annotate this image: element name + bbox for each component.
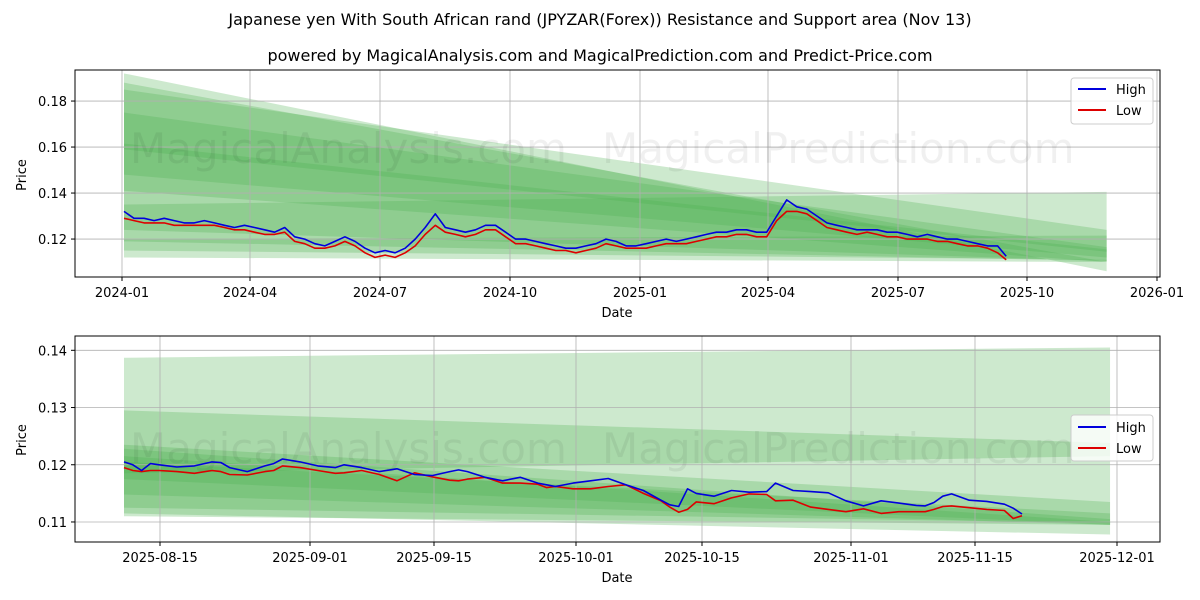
x-tick-label: 2025-01 bbox=[613, 286, 667, 301]
bottom-gridlines bbox=[75, 336, 1160, 542]
x-tick-label: 2025-10-01 bbox=[538, 551, 614, 566]
band-2 bbox=[124, 89, 1107, 261]
y-tick-label: 0.18 bbox=[38, 95, 67, 110]
bottom-legend-high-label: High bbox=[1116, 421, 1146, 436]
bottom-x-axis-ticks: 2025-08-15 2025-09-01 2025-09-15 2025-10-01… bbox=[122, 542, 1155, 566]
top-y-axis-ticks: 0.12 0.14 0.16 0.18 bbox=[38, 95, 75, 248]
x-tick-label: 2025-07 bbox=[871, 286, 925, 301]
low-series-line bbox=[123, 465, 1023, 520]
chart-title: Japanese yen With South African rand (JP… bbox=[228, 10, 972, 29]
x-tick-label: 2024-01 bbox=[95, 286, 149, 301]
top-x-axis-label: Date bbox=[601, 306, 632, 321]
top-resistance-support-bands bbox=[124, 73, 1107, 272]
top-legend-low-label: Low bbox=[1116, 104, 1142, 119]
top-plot-frame bbox=[74, 69, 1161, 278]
bottom-price-lines bbox=[123, 458, 1023, 520]
y-tick-label: 0.13 bbox=[38, 402, 67, 417]
x-tick-label: 2025-09-01 bbox=[272, 551, 348, 566]
x-tick-label: 2025-10-15 bbox=[664, 551, 740, 566]
x-tick-label: 2025-08-15 bbox=[122, 551, 198, 566]
chart-subtitle: powered by MagicalAnalysis.com and Magic… bbox=[267, 46, 933, 65]
x-tick-label: 2025-12-01 bbox=[1079, 551, 1155, 566]
high-series-line bbox=[123, 199, 1007, 257]
top-legend: High Low bbox=[1070, 77, 1154, 125]
y-tick-label: 0.12 bbox=[38, 459, 67, 474]
top-y-axis-label: Price bbox=[15, 159, 30, 191]
y-tick-label: 0.14 bbox=[38, 187, 67, 202]
top-chart: MagicalAnalysis.com MagicalPrediction.co… bbox=[15, 69, 1184, 321]
x-tick-label: 2025-10 bbox=[1000, 286, 1054, 301]
bottom-legend: High Low bbox=[1070, 414, 1154, 462]
band-0 bbox=[124, 73, 1107, 272]
band-0 bbox=[124, 347, 1111, 474]
x-tick-label: 2025-04 bbox=[741, 286, 795, 301]
bottom-legend-low-label: Low bbox=[1116, 442, 1142, 457]
band-1 bbox=[124, 82, 1107, 263]
y-tick-label: 0.14 bbox=[38, 344, 67, 359]
band-5 bbox=[124, 191, 1107, 261]
band-1 bbox=[124, 410, 1111, 535]
x-tick-label: 2025-11-15 bbox=[937, 551, 1013, 566]
top-price-lines bbox=[123, 199, 1007, 261]
bottom-watermark-prediction: MagicalPrediction.com bbox=[602, 424, 1075, 473]
x-tick-label: 2024-10 bbox=[483, 286, 537, 301]
y-tick-label: 0.12 bbox=[38, 233, 67, 248]
bottom-plot-frame bbox=[74, 335, 1161, 543]
top-x-axis-ticks: 2024-01 2024-04 2024-07 2024-10 2025-01 2025-… bbox=[95, 277, 1184, 301]
top-watermark-prediction: MagicalPrediction.com bbox=[602, 124, 1075, 173]
bottom-chart: MagicalAnalysis.com MagicalPrediction.co… bbox=[15, 335, 1161, 586]
top-legend-high-label: High bbox=[1116, 83, 1146, 98]
top-watermark-analysis: MagicalAnalysis.com bbox=[130, 124, 567, 173]
band-3 bbox=[124, 112, 1107, 258]
high-series-line bbox=[123, 458, 1023, 515]
x-tick-label: 2025-11-01 bbox=[813, 551, 889, 566]
bottom-x-axis-label: Date bbox=[601, 571, 632, 586]
x-tick-label: 2024-07 bbox=[353, 286, 407, 301]
band-4 bbox=[124, 143, 1107, 252]
x-tick-label: 2024-04 bbox=[223, 286, 277, 301]
bottom-y-axis-label: Price bbox=[15, 424, 30, 456]
x-tick-label: 2025-09-15 bbox=[396, 551, 472, 566]
y-tick-label: 0.11 bbox=[38, 516, 67, 531]
low-series-line bbox=[123, 210, 1007, 261]
bottom-y-axis-ticks: 0.11 0.12 0.13 0.14 bbox=[38, 344, 75, 531]
y-tick-label: 0.16 bbox=[38, 141, 67, 156]
x-tick-label: 2026-01 bbox=[1130, 286, 1184, 301]
top-gridlines bbox=[75, 70, 1160, 277]
